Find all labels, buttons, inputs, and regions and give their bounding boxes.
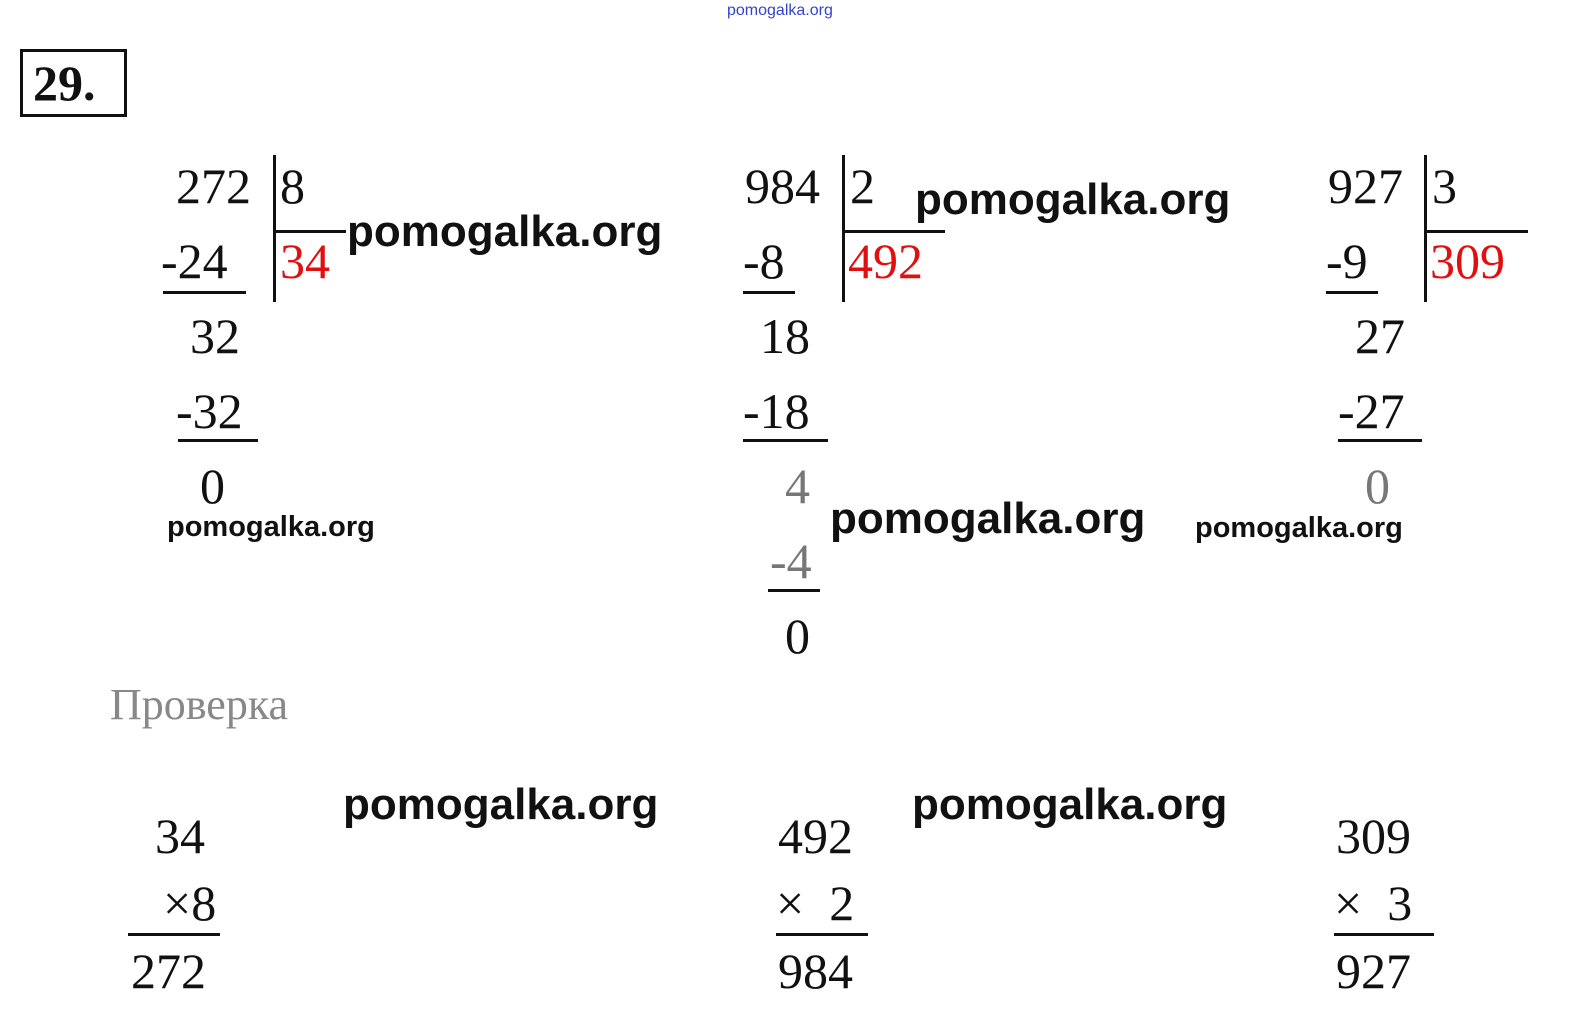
quotient-line xyxy=(845,230,945,233)
step: -32 xyxy=(176,383,243,439)
dividend: 927 xyxy=(1328,158,1403,214)
watermark: pomogalka.org xyxy=(347,207,663,256)
underline xyxy=(1334,933,1434,936)
divisor: 8 xyxy=(280,158,305,214)
watermark: pomogalka.org xyxy=(912,780,1228,829)
factor: 309 xyxy=(1336,808,1411,864)
underline xyxy=(743,439,828,442)
exercise-number-box: 29. xyxy=(20,49,127,117)
factor: 34 xyxy=(155,808,205,864)
watermark: pomogalka.org xyxy=(167,511,375,543)
dividend: 984 xyxy=(745,158,820,214)
factor: ×8 xyxy=(163,875,217,931)
watermark: pomogalka.org xyxy=(343,780,659,829)
division-bar xyxy=(1424,155,1427,302)
quotient: 309 xyxy=(1430,233,1505,289)
step: 27 xyxy=(1355,308,1405,364)
quotient: 34 xyxy=(280,233,330,289)
watermark: pomogalka.org xyxy=(1195,512,1403,544)
division-bar xyxy=(273,155,276,302)
step: -27 xyxy=(1338,383,1405,439)
underline xyxy=(163,291,246,294)
step: -4 xyxy=(770,533,812,589)
step: -18 xyxy=(743,383,810,439)
underline xyxy=(178,439,258,442)
quotient-line xyxy=(1427,230,1528,233)
step: 32 xyxy=(190,308,240,364)
product: 272 xyxy=(131,943,206,999)
step: -24 xyxy=(161,233,228,289)
product: 927 xyxy=(1336,943,1411,999)
quotient-line xyxy=(276,230,346,233)
dividend: 272 xyxy=(176,158,251,214)
factor: 492 xyxy=(778,808,853,864)
step: 18 xyxy=(760,308,810,364)
quotient: 492 xyxy=(848,233,923,289)
underline xyxy=(1326,291,1378,294)
remainder: 0 xyxy=(200,458,225,514)
check-heading: Проверка xyxy=(110,680,289,729)
divisor: 2 xyxy=(850,158,875,214)
step: -8 xyxy=(743,233,785,289)
exercise-number: 29. xyxy=(33,55,96,111)
step: 4 xyxy=(785,458,810,514)
top-watermark: pomogalka.org xyxy=(727,2,833,19)
factor: × 2 xyxy=(776,875,855,931)
underline xyxy=(776,933,868,936)
remainder: 0 xyxy=(1365,458,1390,514)
step: -9 xyxy=(1326,233,1368,289)
remainder: 0 xyxy=(785,608,810,664)
product: 984 xyxy=(778,943,853,999)
division-bar xyxy=(842,155,845,302)
underline xyxy=(128,933,220,936)
factor: × 3 xyxy=(1334,875,1413,931)
underline xyxy=(743,291,795,294)
underline xyxy=(1338,439,1422,442)
watermark: pomogalka.org xyxy=(830,494,1146,543)
divisor: 3 xyxy=(1432,158,1457,214)
underline xyxy=(768,589,820,592)
watermark: pomogalka.org xyxy=(915,175,1231,224)
